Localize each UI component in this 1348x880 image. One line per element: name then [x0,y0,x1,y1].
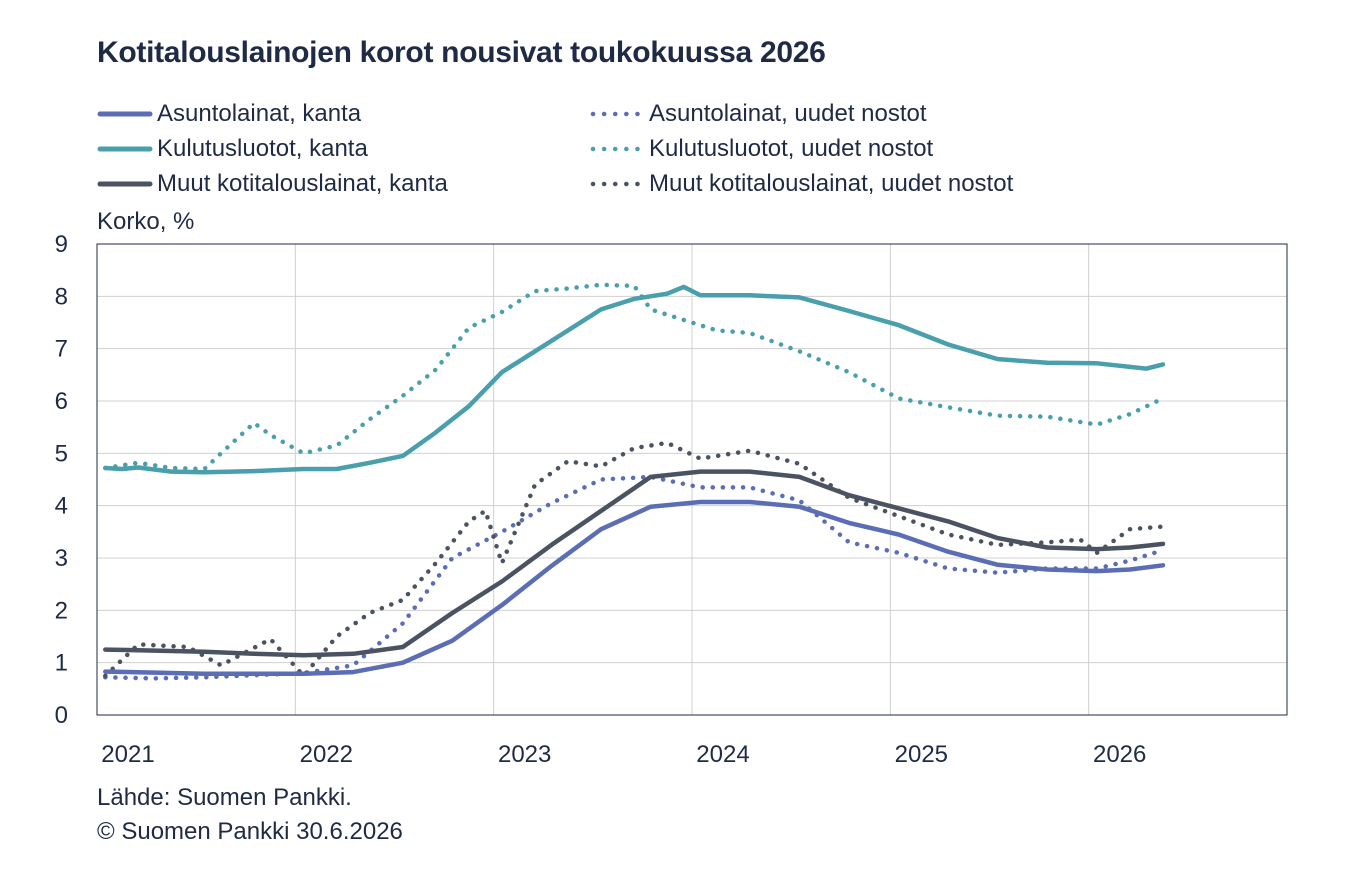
legend-swatch-dotted [590,146,644,152]
legend-swatch-dotted [590,111,644,117]
legend-swatch-solid [97,146,153,152]
x-tick-label: 2025 [895,741,948,768]
y-tick-label: 6 [55,388,68,415]
legend-item-muut-uudet: Muut kotitalouslainat, uudet nostot [589,168,1013,200]
plot-frame [96,243,1288,716]
y-tick-label: 1 [55,650,68,677]
legend-label: Asuntolainat, kanta [157,100,362,127]
legend-swatch-solid [97,111,153,117]
series-line-asunto-uudet-nostot [103,474,1166,681]
grid [96,243,1287,715]
y-tick-label: 4 [55,493,68,520]
x-tick-label: 2021 [101,741,154,768]
legend-swatch-dotted [590,181,644,187]
legend-label: Muut kotitalouslainat, kanta [157,170,448,197]
legend-item-asunto-uudet: Asuntolainat, uudet nostot [589,98,927,130]
copyright-note: © Suomen Pankki 30.6.2026 [97,818,403,845]
y-tick-label: 0 [55,702,68,729]
legend-label: Kulutusluotot, uudet nostot [649,135,934,162]
x-tick-label: 2022 [300,741,353,768]
legend-label: Kulutusluotot, kanta [157,135,368,162]
legend-label: Asuntolainat, uudet nostot [649,100,927,127]
y-tick-label: 3 [55,545,68,572]
x-axis-ticks: 2021 2022 2023 2024 2025 2026 [101,741,1146,768]
chart-title: Kotitalouslainojen korot nousivat toukok… [97,36,826,69]
legend-label: Muut kotitalouslainat, uudet nostot [649,170,1014,197]
series-line-muut-uudet-nostot [103,440,1166,679]
series-lines [103,282,1166,681]
series-line-asunto-kanta [103,499,1166,676]
legend-swatch-solid [97,181,153,187]
legend-item-muut-kanta: Muut kotitalouslainat, kanta [97,168,448,200]
series-line-muut-kanta [103,469,1166,658]
series-line-kulutus-kanta [103,284,1166,475]
y-tick-label: 2 [55,597,68,624]
line-chart: 0 1 2 3 4 5 6 7 8 9 2021 2022 2023 2024 2025 2026 [55,231,1288,768]
x-tick-label: 2026 [1093,741,1146,768]
series-line-kulutus-uudet-nostot [103,282,1166,472]
y-tick-label: 9 [55,231,68,258]
x-tick-label: 2024 [696,741,749,768]
y-tick-label: 5 [55,440,68,467]
y-axis-label: Korko, % [97,208,195,235]
legend-item-kulutus-kanta: Kulutusluotot, kanta [97,133,368,165]
x-tick-label: 2023 [498,741,551,768]
legend-item-asunto-kanta: Asuntolainat, kanta [97,98,361,130]
y-axis-ticks: 0 1 2 3 4 5 6 7 8 9 [55,231,68,729]
y-tick-label: 8 [55,283,68,310]
legend-item-kulutus-uudet: Kulutusluotot, uudet nostot [589,133,933,165]
y-tick-label: 7 [55,336,68,363]
source-note: Lähde: Suomen Pankki. [97,784,352,811]
